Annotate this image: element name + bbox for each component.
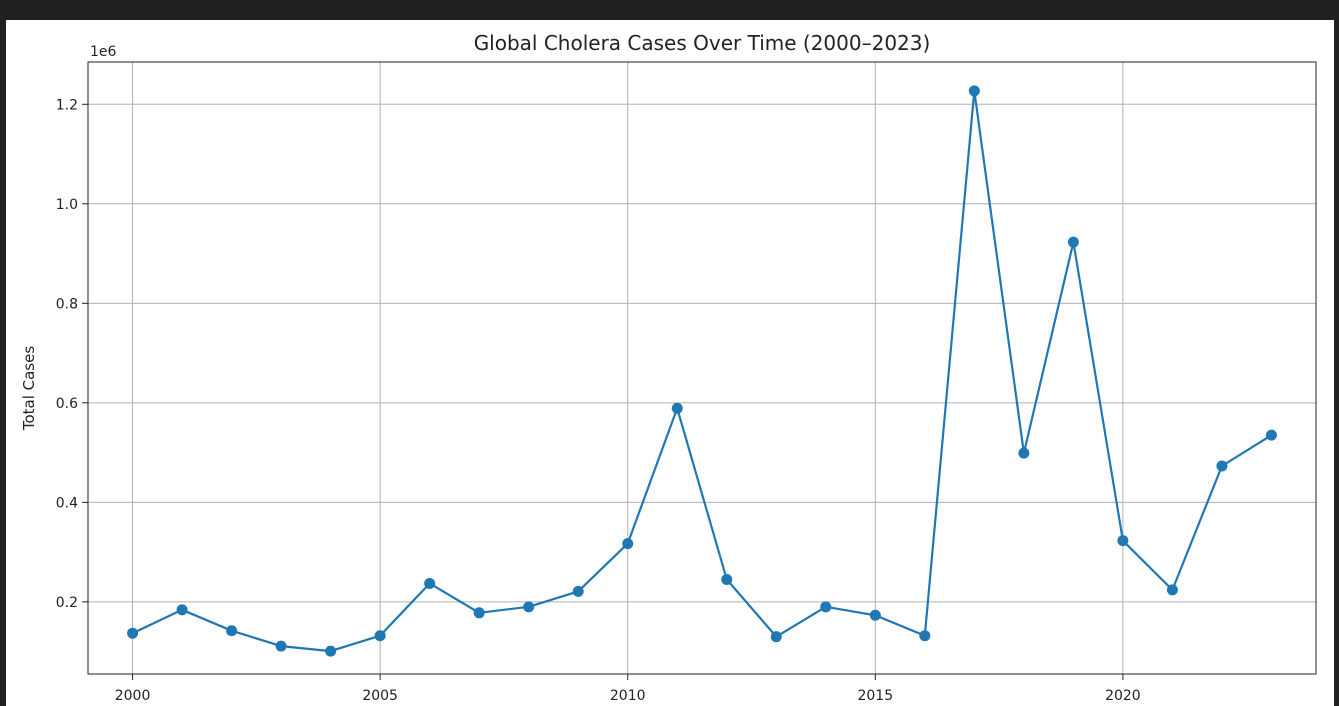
data-point-2006: [424, 577, 436, 589]
data-point-2008: [523, 601, 535, 613]
y-axis-label: Total Cases: [20, 346, 38, 432]
plot-area-border: [87, 61, 1317, 675]
x-tick-label: 2000: [115, 688, 151, 704]
y-tick-label: 0.6: [56, 396, 78, 412]
data-point-2013: [770, 631, 782, 643]
data-point-2005: [374, 630, 386, 642]
series-lines: [132, 89, 1272, 653]
data-point-2000: [127, 627, 139, 639]
y-axis-offset-label: 1e6: [90, 44, 117, 60]
chart-figure: 2000 2005 2010 2015 2020 0.2 0.4 0.6 0.8 1.0 1.2 G…: [6, 20, 1334, 706]
data-point-2019: [1067, 236, 1079, 248]
data-point-2003: [275, 640, 287, 652]
data-point-2010: [622, 538, 634, 550]
y-tick-label: 0.8: [56, 296, 78, 312]
y-tick-label: 0.4: [56, 495, 78, 511]
data-point-2023: [1265, 429, 1277, 441]
x-tick-label: 2015: [857, 688, 893, 704]
data-point-2009: [572, 585, 584, 597]
grid-lines: [88, 62, 1316, 674]
data-point-2002: [226, 625, 238, 637]
data-point-2014: [820, 601, 832, 613]
x-tick-label: 2020: [1105, 688, 1141, 704]
data-point-2012: [721, 573, 733, 585]
y-tick-label: 1.2: [56, 97, 78, 113]
y-tick-label: 0.2: [56, 595, 78, 611]
data-point-2016: [919, 630, 931, 642]
data-point-2020: [1117, 535, 1129, 547]
chart-title: Global Cholera Cases Over Time (2000–202…: [474, 31, 931, 55]
data-point-2017: [968, 85, 980, 97]
line-chart: 2000 2005 2010 2015 2020 0.2 0.4 0.6 0.8 1.0 1.2 G…: [20, 31, 1317, 704]
x-tick-label: 2010: [610, 688, 646, 704]
y-tick-label: 1.0: [56, 197, 78, 213]
data-point-2001: [176, 604, 188, 616]
axis-ticks: 2000 2005 2010 2015 2020 0.2 0.4 0.6 0.8 1.0 1.2: [56, 97, 1141, 704]
data-point-2007: [473, 607, 485, 619]
data-point-2015: [869, 609, 881, 621]
series-line: [132, 89, 1272, 653]
x-tick-label: 2005: [362, 688, 398, 704]
data-point-2004: [325, 645, 337, 657]
data-point-2022: [1216, 460, 1228, 472]
data-point-2018: [1018, 447, 1030, 459]
data-point-2011: [671, 402, 683, 414]
data-point-2021: [1166, 584, 1178, 596]
data-points: [127, 85, 1277, 657]
